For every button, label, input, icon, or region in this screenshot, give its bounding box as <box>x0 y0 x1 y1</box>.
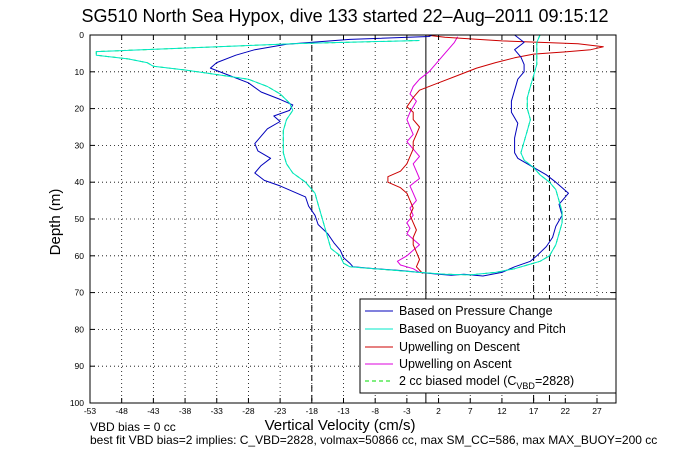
y-tick-label: 70 <box>75 288 85 298</box>
x-tick-label: 17 <box>529 406 539 416</box>
legend-label-descent: Upwelling on Descent <box>399 340 520 354</box>
legend: Based on Pressure Change Based on Buoyan… <box>359 298 617 394</box>
legend-label-pressure: Based on Pressure Change <box>399 304 553 318</box>
x-tick-label: 22 <box>561 406 571 416</box>
vbd-bias-note: VBD bias = 0 cc <box>90 420 176 434</box>
legend-label-model: 2 cc biased model (CVBD=2828) <box>399 374 574 391</box>
x-tick-label: -48 <box>116 406 129 416</box>
x-tick-label: -23 <box>274 406 287 416</box>
legend-label-model-value: =2828) <box>535 374 574 388</box>
x-tick-labels: -53 -48 -43 -38 -33 -28 -23 -18 -13 -8 -3 2 7 12 17 22 2… <box>84 406 602 416</box>
y-tick-label: 100 <box>70 398 84 408</box>
y-tick-label: 20 <box>75 104 85 114</box>
y-tick-label: 10 <box>75 67 85 77</box>
x-tick-label: -33 <box>211 406 224 416</box>
x-tick-label: 27 <box>592 406 602 416</box>
y-tick-label: 90 <box>75 361 85 371</box>
x-tick-label: 2 <box>436 406 441 416</box>
y-tick-label: 30 <box>75 140 85 150</box>
axis-ticks <box>89 34 616 404</box>
x-tick-label: -38 <box>179 406 192 416</box>
chart-title: SG510 North Sea Hypox, dive 133 started … <box>81 6 608 26</box>
grid <box>90 35 616 403</box>
series-line-upwelling-on-ascent <box>396 36 459 273</box>
series-line-upwelling-on-descent <box>387 34 604 274</box>
series-line-based-on-buoyancy-and-pitch <box>95 34 563 276</box>
y-tick-label: 50 <box>75 214 85 224</box>
legend-label-buoyancy: Based on Buoyancy and Pitch <box>399 322 566 336</box>
x-tick-label: -28 <box>242 406 255 416</box>
legend-box <box>359 298 617 394</box>
series-layer <box>95 34 604 277</box>
y-tick-label: 0 <box>79 30 84 40</box>
legend-label-model-subscript: VBD <box>516 381 535 391</box>
y-axis-label: Depth (m) <box>47 189 64 256</box>
x-tick-label: 12 <box>497 406 507 416</box>
x-tick-label: -53 <box>84 406 97 416</box>
x-tick-label: -3 <box>403 406 411 416</box>
x-tick-label: -8 <box>371 406 379 416</box>
y-tick-label: 60 <box>75 251 85 261</box>
best-fit-note: best fit VBD bias=2 implies: C_VBD=2828,… <box>90 433 657 447</box>
y-tick-label: 40 <box>75 177 85 187</box>
x-tick-label: -43 <box>147 406 160 416</box>
y-tick-label: 80 <box>75 324 85 334</box>
y-tick-labels: 0 10 20 30 40 50 60 70 80 90 100 <box>70 30 84 408</box>
x-tick-label: 7 <box>468 406 473 416</box>
x-tick-label: -18 <box>306 406 319 416</box>
x-axis-label: Vertical Velocity (cm/s) <box>265 417 416 434</box>
legend-label-model-main: 2 cc biased model (C <box>399 374 516 388</box>
x-tick-label: -13 <box>337 406 350 416</box>
legend-label-ascent: Upwelling on Ascent <box>399 357 512 371</box>
